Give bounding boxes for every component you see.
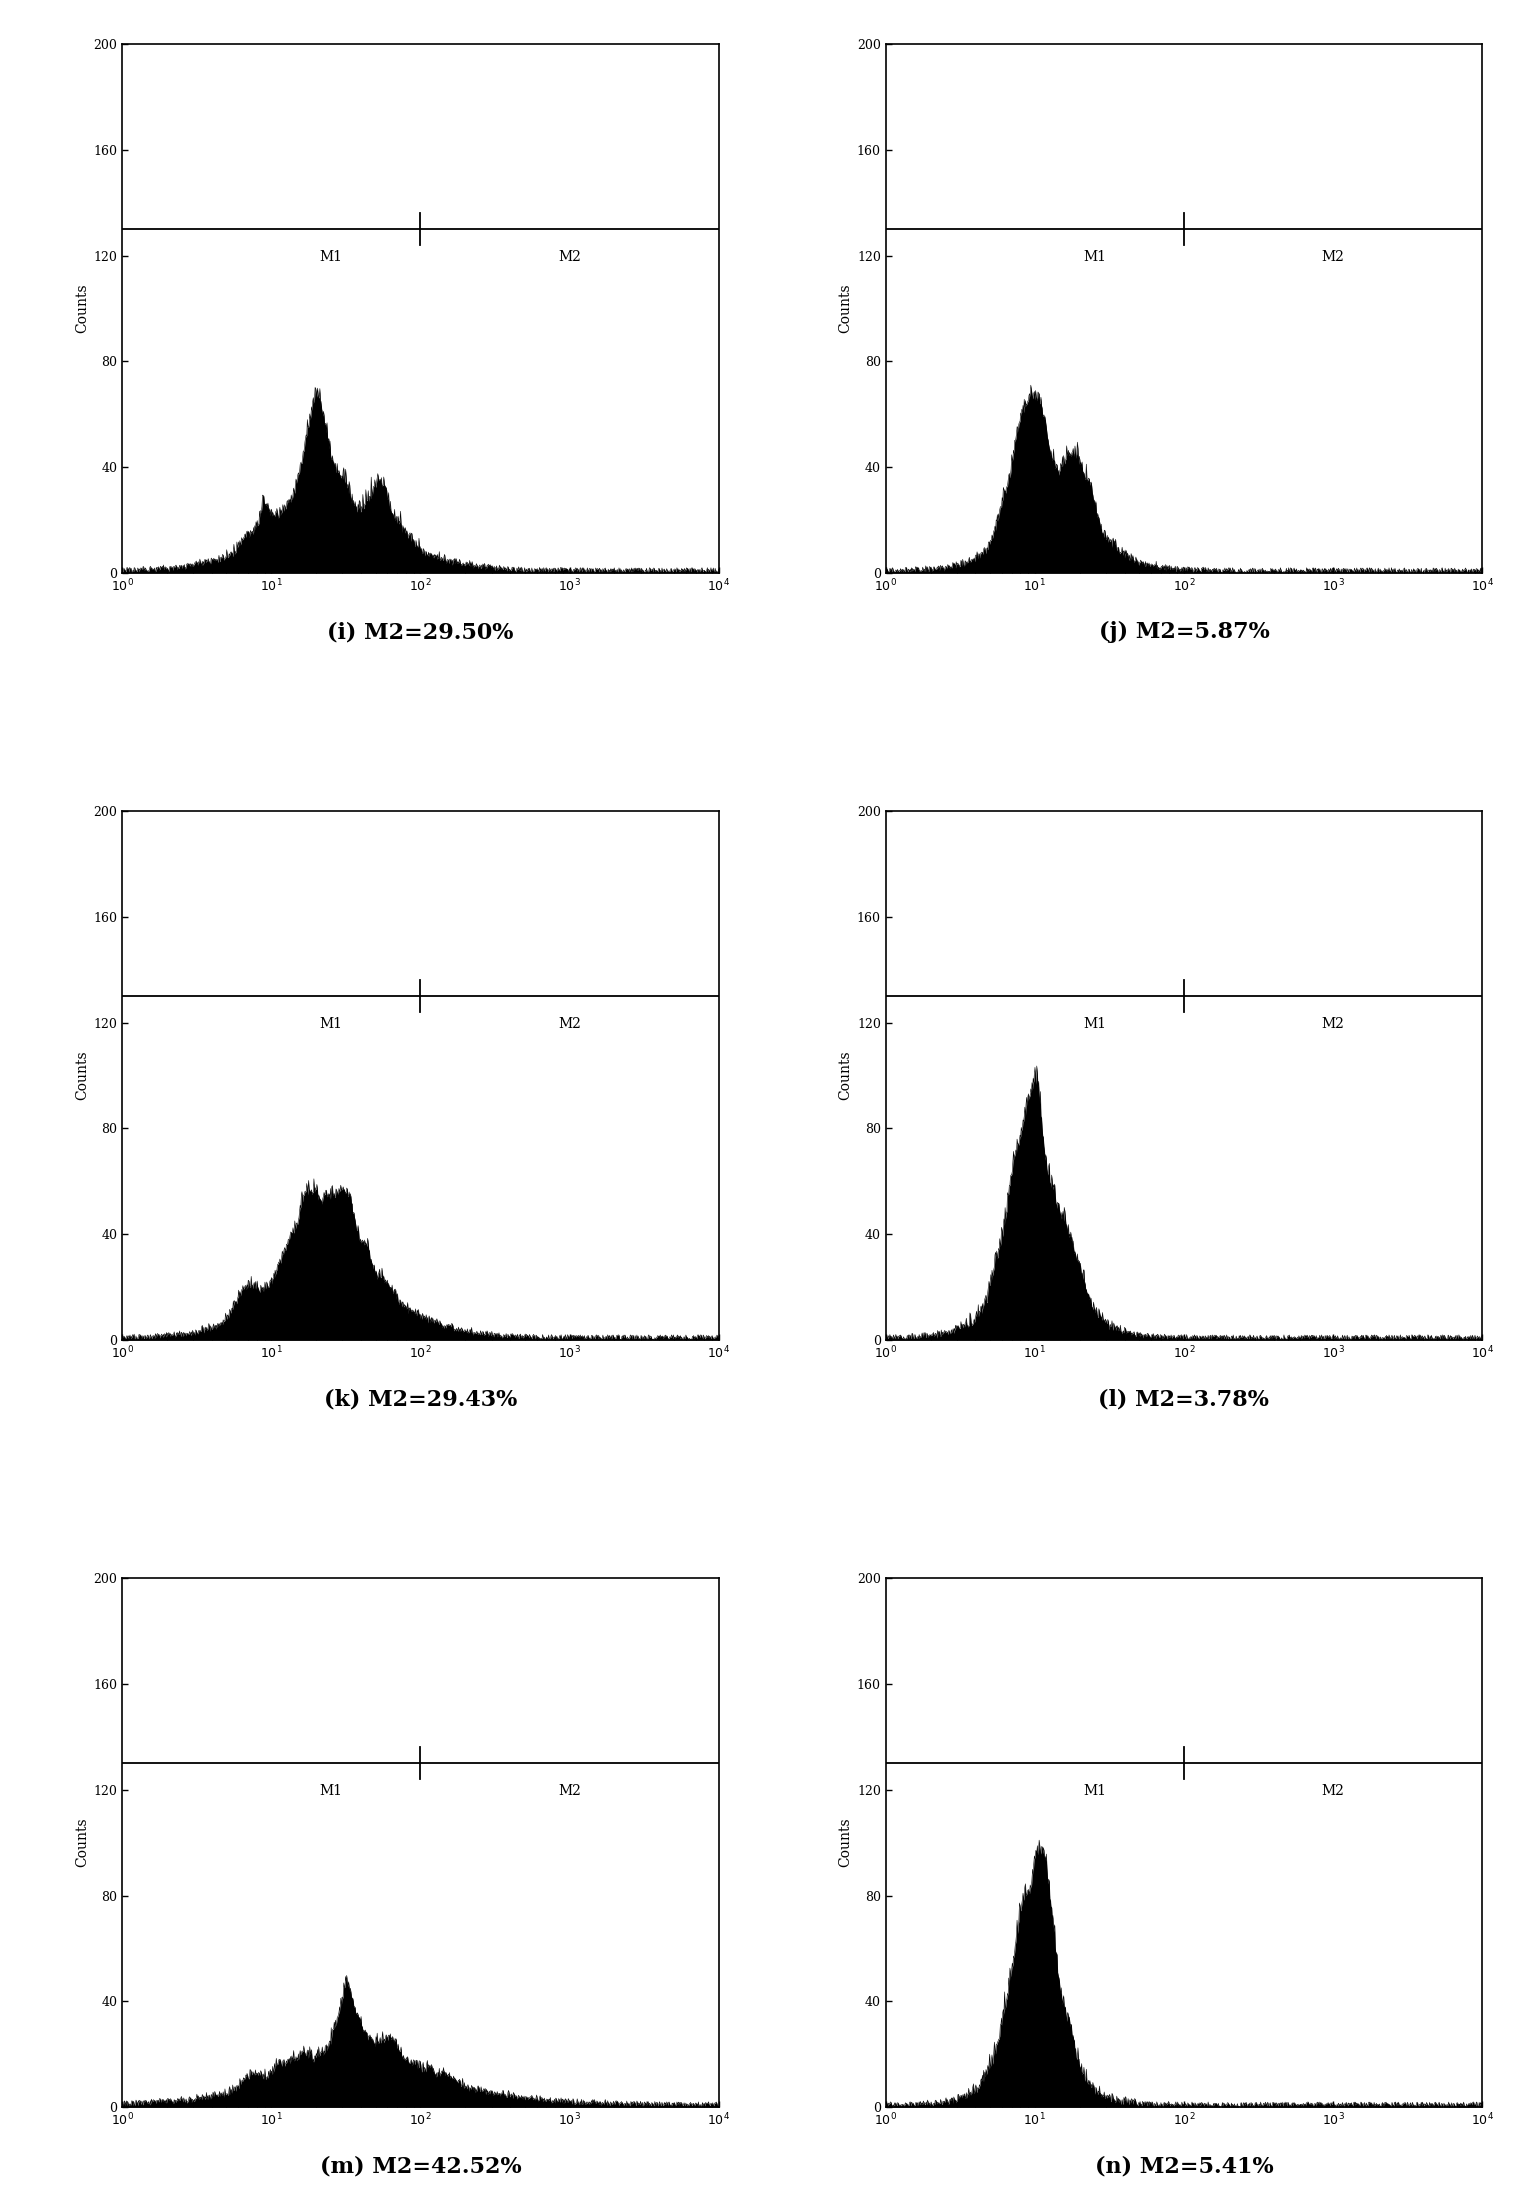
- Text: M2: M2: [1322, 1016, 1345, 1032]
- Y-axis label: Counts: Counts: [839, 283, 853, 334]
- Text: M1: M1: [1083, 1785, 1106, 1798]
- Text: (j) M2=5.87%: (j) M2=5.87%: [1099, 621, 1270, 643]
- Text: (n) M2=5.41%: (n) M2=5.41%: [1094, 2155, 1273, 2177]
- Text: (i) M2=29.50%: (i) M2=29.50%: [327, 621, 513, 643]
- Y-axis label: Counts: Counts: [839, 1051, 853, 1100]
- Text: M2: M2: [558, 1016, 581, 1032]
- Text: M1: M1: [1083, 1016, 1106, 1032]
- Text: M1: M1: [1083, 250, 1106, 263]
- Text: M2: M2: [558, 1785, 581, 1798]
- Text: (l) M2=3.78%: (l) M2=3.78%: [1099, 1389, 1270, 1411]
- Text: M2: M2: [1322, 250, 1345, 263]
- Y-axis label: Counts: Counts: [75, 283, 89, 334]
- Text: M1: M1: [319, 1016, 342, 1032]
- Text: M2: M2: [1322, 1785, 1345, 1798]
- Text: M1: M1: [319, 250, 342, 263]
- Y-axis label: Counts: Counts: [75, 1051, 89, 1100]
- Text: M2: M2: [558, 250, 581, 263]
- Text: M1: M1: [319, 1785, 342, 1798]
- Text: (k) M2=29.43%: (k) M2=29.43%: [324, 1389, 516, 1411]
- Y-axis label: Counts: Counts: [839, 1817, 853, 1868]
- Y-axis label: Counts: Counts: [75, 1817, 89, 1868]
- Text: (m) M2=42.52%: (m) M2=42.52%: [319, 2155, 521, 2177]
